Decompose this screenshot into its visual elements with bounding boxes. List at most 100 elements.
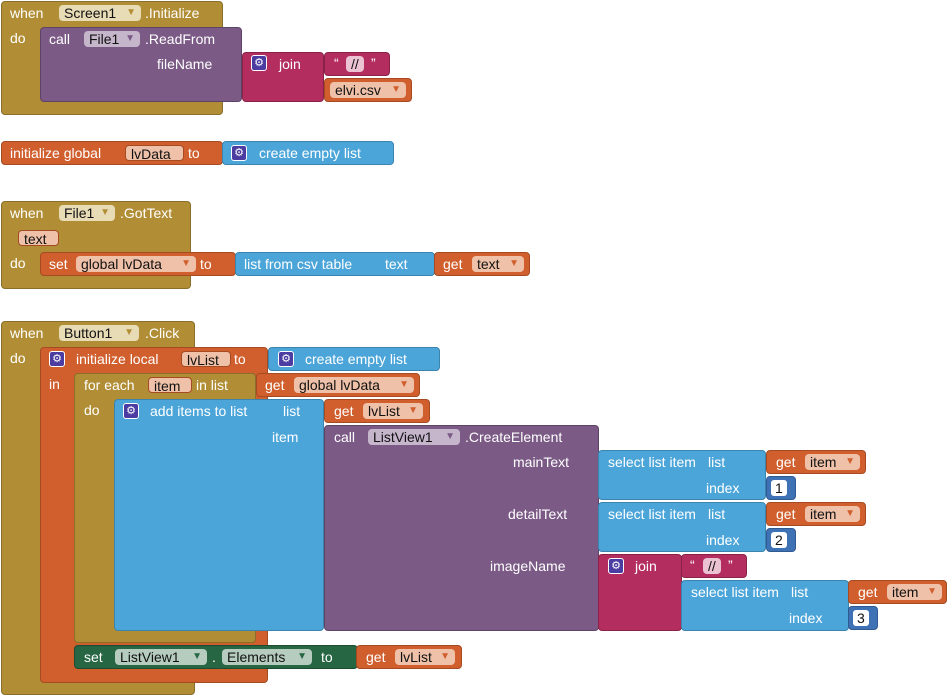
join-label: join	[279, 56, 301, 72]
button-component-dropdown[interactable]: Button1 ▼	[59, 325, 139, 341]
create-element-call-block[interactable]	[324, 425, 599, 631]
list-from-csv-table-block[interactable]	[235, 252, 435, 276]
list-param-label: list	[791, 584, 809, 600]
create-empty-list-block[interactable]	[222, 141, 394, 165]
text-param-label: text	[385, 256, 408, 272]
in-list-label: in list	[196, 377, 228, 393]
select-list-item-label: select list item	[608, 454, 696, 470]
separator-text-value: //	[708, 558, 716, 574]
set-label: set	[84, 649, 103, 665]
index-param-label: index	[706, 532, 740, 548]
mutator-gear-icon[interactable]: ⚙	[608, 558, 624, 574]
get-item-name: item	[810, 454, 837, 470]
mutator-gear-icon[interactable]: ⚙	[251, 55, 267, 71]
get-item-name: item	[892, 584, 919, 600]
click-event-name: .Click	[145, 325, 180, 341]
to-label: to	[234, 351, 246, 367]
get-label: get	[366, 649, 386, 665]
get-lvlist-name: lvList	[400, 649, 432, 665]
get-item-dropdown[interactable]: item ▼	[805, 454, 860, 470]
call-label: call	[334, 429, 356, 445]
select-list-item-block[interactable]	[598, 450, 766, 500]
chevron-down-icon: ▼	[509, 258, 519, 269]
mutator-gear-icon[interactable]: ⚙	[278, 351, 294, 367]
when-label: when	[10, 325, 44, 341]
close-quote-icon: ”	[371, 55, 376, 71]
add-items-to-list-block[interactable]	[114, 399, 324, 631]
chevron-down-icon: ▼	[125, 33, 135, 44]
chevron-down-icon: ▼	[845, 508, 855, 519]
create-empty-list-label: create empty list	[259, 145, 361, 161]
to-label: to	[200, 256, 212, 272]
mutator-gear-icon[interactable]: ⚙	[123, 403, 139, 419]
do-label: do	[10, 255, 26, 271]
set-property-dropdown[interactable]: Elements ▼	[222, 649, 312, 665]
set-component-name: ListView1	[120, 649, 180, 665]
global-var-name-field[interactable]: lvData	[125, 145, 184, 162]
file-component-dropdown[interactable]: File1 ▼	[84, 31, 140, 47]
get-item-dropdown[interactable]: item ▼	[805, 506, 860, 522]
file-readfrom-call-block[interactable]	[40, 27, 242, 102]
get-label: get	[334, 403, 354, 419]
chevron-down-icon: ▼	[126, 7, 136, 18]
get-lvlist-dropdown[interactable]: lvList ▼	[395, 649, 455, 665]
separator-text-field[interactable]: //	[346, 56, 364, 72]
mutator-gear-icon[interactable]: ⚙	[231, 145, 247, 161]
select-list-item-block[interactable]	[681, 580, 849, 631]
filename-text-field[interactable]: elvi.csv ▼	[330, 82, 406, 98]
separator-text-field[interactable]: //	[703, 558, 721, 574]
list-from-csv-table-label: list from csv table	[244, 256, 353, 272]
button-component-name: Button1	[64, 325, 113, 341]
file-component-name: File1	[89, 31, 120, 47]
index-param-label: index	[789, 610, 823, 626]
file-component-name: File1	[64, 205, 95, 221]
gottext-event-name: .GotText	[120, 205, 173, 221]
set-label: set	[49, 256, 68, 272]
set-component-dropdown[interactable]: ListView1 ▼	[115, 649, 207, 665]
text-param-field[interactable]: text	[18, 230, 59, 247]
screen-component-dropdown[interactable]: Screen1 ▼	[59, 5, 141, 21]
number-value-field[interactable]: 1	[771, 480, 787, 496]
create-empty-list-label: create empty list	[305, 351, 407, 367]
local-var-name-field[interactable]: lvList	[181, 351, 231, 368]
list-param-label: list	[283, 403, 301, 419]
filename-param-label: fileName	[157, 56, 213, 72]
get-global-lvdata-dropdown[interactable]: global lvData ▼	[294, 377, 414, 393]
get-lvlist-name: lvList	[368, 403, 400, 419]
get-item-dropdown[interactable]: item ▼	[887, 584, 942, 600]
listview-component-dropdown[interactable]: ListView1 ▼	[368, 429, 460, 445]
initialize-local-label: initialize local	[76, 351, 159, 367]
create-empty-list-block[interactable]	[268, 347, 440, 371]
chevron-down-icon: ▼	[408, 405, 418, 416]
select-list-item-label: select list item	[691, 584, 779, 600]
set-target-dropdown[interactable]: global lvData ▼	[76, 256, 196, 272]
loop-item-var-field[interactable]: item	[148, 377, 192, 394]
list-param-label: list	[708, 506, 726, 522]
get-label: get	[776, 506, 796, 522]
mutator-gear-icon[interactable]: ⚙	[49, 351, 65, 367]
get-lvlist-dropdown[interactable]: lvList ▼	[363, 403, 423, 419]
listview-component-name: ListView1	[373, 429, 433, 445]
get-label: get	[776, 454, 796, 470]
maintext-param-label: mainText	[513, 454, 570, 470]
in-label: in	[49, 376, 60, 392]
separator-text-value: //	[351, 56, 359, 72]
property-dot: .	[212, 649, 216, 665]
to-label: to	[321, 649, 333, 665]
create-element-method-name: .CreateElement	[465, 429, 563, 445]
file-component-dropdown[interactable]: File1 ▼	[59, 205, 115, 221]
do-label: do	[10, 350, 26, 366]
join-label: join	[635, 558, 657, 574]
number-value-field[interactable]: 2	[771, 532, 787, 548]
chevron-down-icon: ▼	[845, 456, 855, 467]
for-each-label: for each	[84, 377, 135, 393]
get-text-dropdown[interactable]: text ▼	[472, 256, 524, 272]
initialize-event-name: .Initialize	[145, 5, 200, 21]
chevron-down-icon: ▼	[192, 651, 202, 662]
number-value-field[interactable]: 3	[853, 610, 869, 626]
chevron-down-icon: ▼	[297, 651, 307, 662]
initialize-global-block[interactable]	[1, 141, 223, 165]
select-list-item-label: select list item	[608, 506, 696, 522]
select-list-item-block[interactable]	[598, 502, 766, 552]
add-items-to-list-label: add items to list	[150, 403, 248, 419]
